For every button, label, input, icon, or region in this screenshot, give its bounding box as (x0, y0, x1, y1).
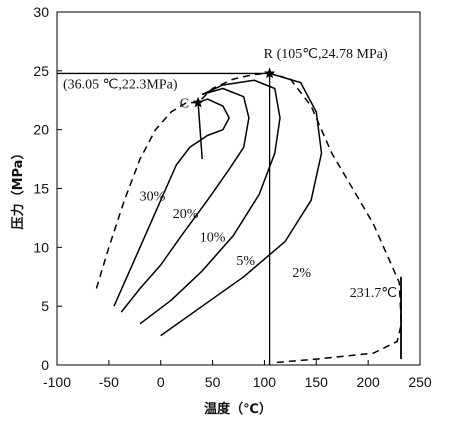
cricondentherm-label: 231.7℃ (350, 286, 397, 301)
x-axis-title: 温度（℃） (204, 401, 272, 417)
cricondenbar-point-marker (263, 67, 276, 79)
marked-points: C(36.05 ℃,22.3MPa) R (105℃,24.78 MPa) (63, 47, 388, 112)
x-tick-label-100: -100 (43, 374, 71, 390)
curve-label-20: 20% (173, 207, 199, 222)
x-tick-label-100: 100 (253, 374, 277, 390)
y-tick-label-30: 30 (33, 4, 49, 20)
series-line-30 (197, 102, 203, 160)
series-line-5 (139, 79, 281, 325)
y-axis-title: 压力（MPa） (10, 147, 26, 230)
y-tick-label-10: 10 (33, 239, 49, 255)
x-tick-label-50: 50 (205, 374, 221, 390)
y-tick-label-20: 20 (33, 122, 49, 138)
x-axis-ticks: -100 -50 0 50 100 150 200 250 (43, 360, 432, 390)
curve-label-10: 10% (200, 230, 226, 245)
critical-point-label: (36.05 ℃,22.3MPa) (63, 77, 178, 92)
curve-labels: 30% 20%10% 5% 2% 231.7℃ (140, 189, 397, 300)
x-tick-label-150: 150 (305, 374, 329, 390)
cricondenbar-point-letter: R (264, 47, 274, 62)
x-tick-label-0: 0 (157, 374, 165, 390)
critical-point-letter: C (180, 97, 189, 112)
y-tick-label-15: 15 (33, 181, 49, 197)
series-line-2 (160, 72, 323, 337)
critical-point-marker (192, 96, 204, 108)
cricondenbar-point-label: (105℃,24.78 MPa) (277, 47, 388, 62)
series-line-10 (120, 87, 250, 313)
series-line-20 (113, 98, 230, 307)
y-tick-label-0: 0 (41, 357, 49, 373)
y-tick-label-5: 5 (41, 298, 49, 314)
curve-label-5: 5% (236, 254, 255, 269)
x-tick-label-50: -50 (99, 374, 119, 390)
x-tick-label-200: 200 (356, 374, 380, 390)
curve-label-30: 30% (140, 189, 166, 204)
quality-curves (113, 72, 323, 337)
x-tick-label-250: 250 (408, 374, 432, 390)
y-tick-label-25: 25 (33, 63, 49, 79)
plot-frame (56, 11, 421, 366)
curve-label-2: 2% (292, 266, 311, 281)
y-axis-ticks: 0 5 10 15 20 25 30 (33, 4, 62, 373)
